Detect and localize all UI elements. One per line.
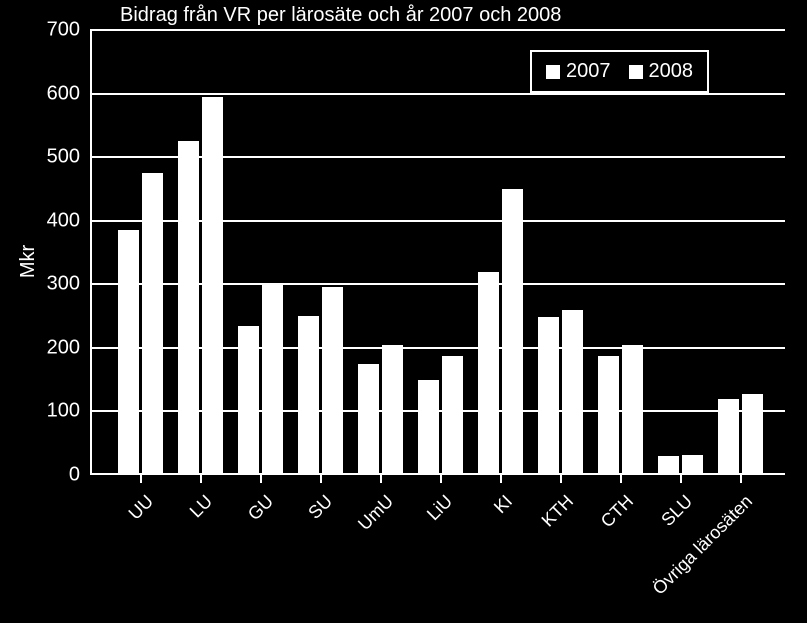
x-tick-label: SU bbox=[305, 491, 338, 524]
plot-area bbox=[90, 30, 785, 475]
bar bbox=[538, 317, 559, 475]
bar bbox=[742, 394, 763, 475]
bar bbox=[382, 345, 403, 475]
x-tick-marks bbox=[90, 475, 785, 485]
bar bbox=[262, 283, 283, 475]
bar bbox=[142, 173, 163, 475]
x-tick bbox=[260, 475, 262, 483]
y-tick-label: 600 bbox=[40, 82, 80, 105]
x-tick bbox=[620, 475, 622, 483]
y-axis-label: Mkr bbox=[17, 245, 40, 278]
bar bbox=[202, 97, 223, 475]
bar bbox=[358, 364, 379, 475]
bar bbox=[238, 326, 259, 475]
bar bbox=[298, 316, 319, 475]
bar bbox=[718, 399, 739, 475]
x-tick bbox=[320, 475, 322, 483]
x-tick bbox=[740, 475, 742, 483]
x-tick-label: KI bbox=[490, 491, 517, 518]
x-tick-label: UmU bbox=[354, 491, 398, 535]
bar bbox=[502, 189, 523, 475]
bar bbox=[478, 272, 499, 475]
x-tick bbox=[140, 475, 142, 483]
chart-container: Bidrag från VR per lärosäte och år 2007 … bbox=[0, 0, 807, 623]
x-tick bbox=[440, 475, 442, 483]
y-tick-label: 700 bbox=[40, 19, 80, 42]
bar bbox=[322, 287, 343, 475]
x-tick bbox=[380, 475, 382, 483]
x-tick-label: KTH bbox=[537, 491, 577, 531]
bar bbox=[118, 230, 139, 475]
x-tick bbox=[680, 475, 682, 483]
bar bbox=[682, 455, 703, 475]
x-tick-label: CTH bbox=[596, 491, 637, 532]
bar bbox=[418, 380, 439, 475]
bars-layer bbox=[90, 30, 785, 475]
x-tick-label: GU bbox=[243, 491, 277, 525]
chart-title: Bidrag från VR per lärosäte och år 2007 … bbox=[120, 4, 561, 27]
y-tick-label: 400 bbox=[40, 209, 80, 232]
x-tick-label: UU bbox=[124, 491, 157, 524]
y-tick-label: 200 bbox=[40, 336, 80, 359]
x-tick bbox=[560, 475, 562, 483]
y-tick-label: 500 bbox=[40, 146, 80, 169]
y-tick-label: 100 bbox=[40, 400, 80, 423]
bar bbox=[598, 356, 619, 476]
x-tick-label: SLU bbox=[658, 491, 698, 531]
bar bbox=[178, 141, 199, 475]
x-tick-label: LiU bbox=[423, 491, 457, 525]
x-tick-label: LU bbox=[186, 491, 217, 522]
bar bbox=[562, 310, 583, 475]
bar bbox=[658, 456, 679, 475]
bar bbox=[622, 345, 643, 475]
bar bbox=[442, 356, 463, 476]
y-tick-label: 300 bbox=[40, 273, 80, 296]
x-tick-labels: UULUGUSUUmULiUKIKTHCTHSLUÖvriga lärosäte… bbox=[90, 485, 785, 623]
x-tick bbox=[200, 475, 202, 483]
x-tick bbox=[500, 475, 502, 483]
y-tick-label: 0 bbox=[40, 464, 80, 487]
